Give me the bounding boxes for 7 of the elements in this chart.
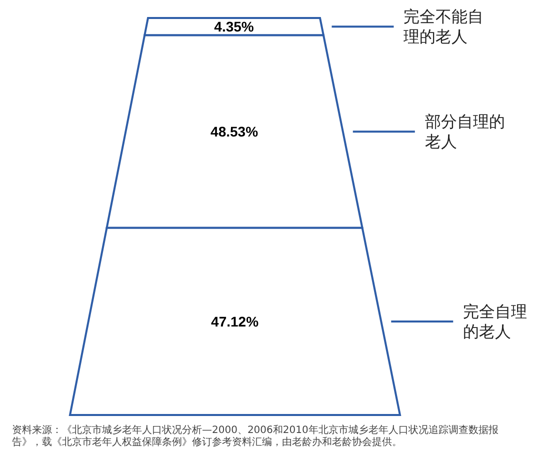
text: 资料来源：《北京市城乡老年人口状况分析—2000、2006和2010年北京市城乡老年人口状况追踪调查数据报告》，载《北京市老年人权益保障条例》修订参考资料汇编，由老龄办和老龄协会提供。 <box>12 425 500 449</box>
data-label: 48.53% <box>210 124 259 140</box>
data-label: 47.12% <box>211 313 260 330</box>
category-label: 部分自理的老人 <box>424 112 505 152</box>
category-label: 完全不能自理的老人 <box>404 7 484 46</box>
data-label: 4.35% <box>214 18 254 35</box>
category-label: 完全自理的老人 <box>463 302 528 341</box>
